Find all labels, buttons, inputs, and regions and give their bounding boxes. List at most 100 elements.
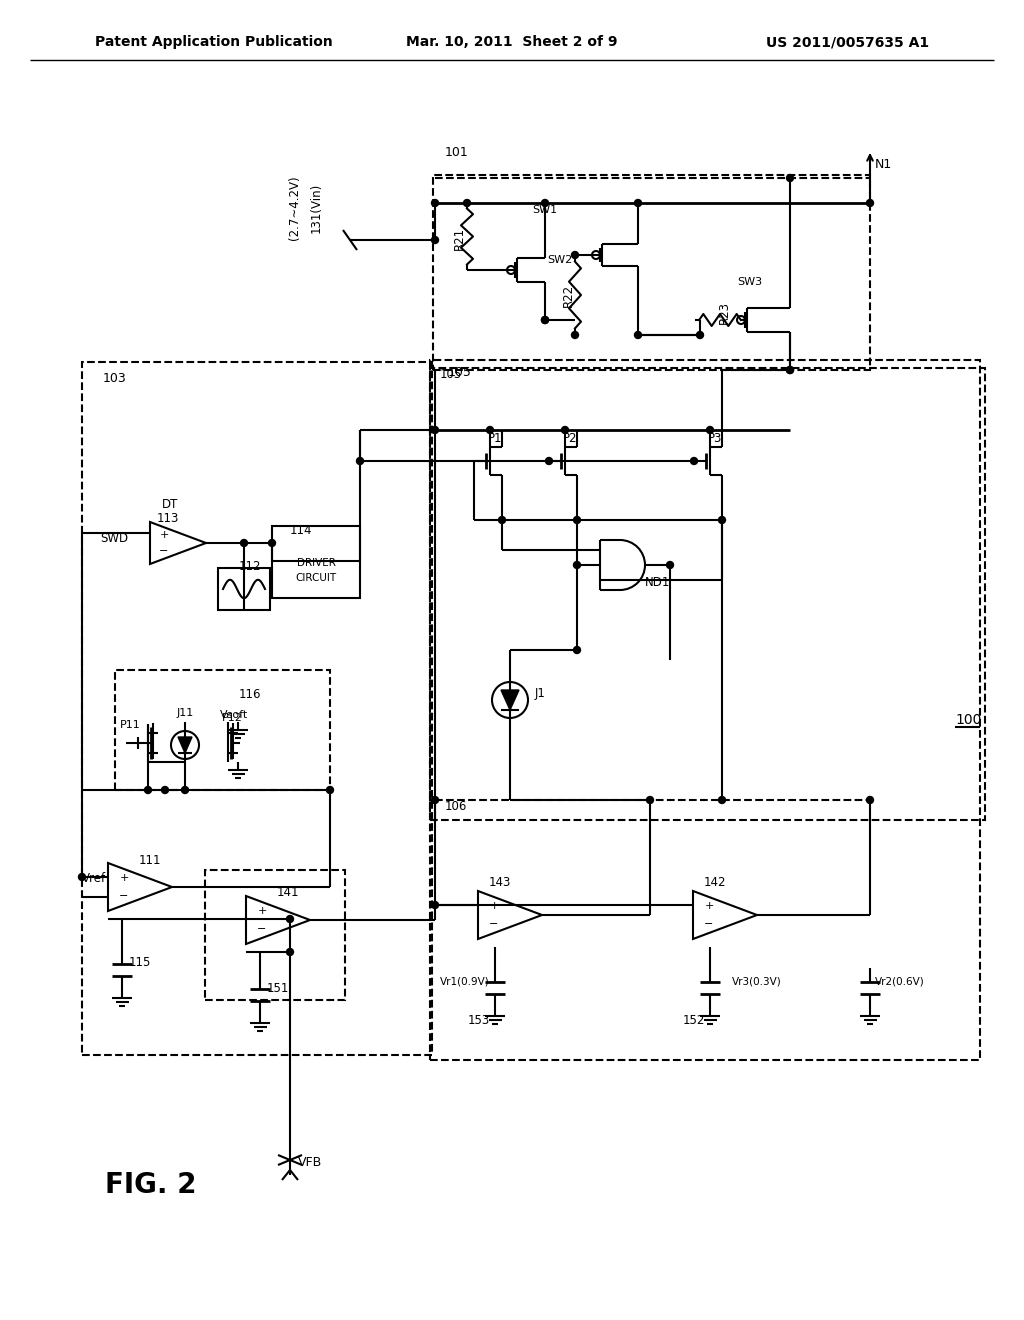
Text: N1: N1 [874, 158, 892, 172]
Text: US 2011/0057635 A1: US 2011/0057635 A1 [766, 36, 929, 49]
Text: +: + [705, 902, 714, 911]
Text: 106: 106 [445, 800, 467, 813]
Circle shape [646, 796, 653, 804]
Text: CIRCUIT: CIRCUIT [296, 573, 337, 583]
Circle shape [866, 199, 873, 206]
Text: Vref: Vref [82, 873, 106, 886]
Circle shape [287, 916, 294, 923]
Text: 131(Vin): 131(Vin) [309, 183, 323, 234]
Text: −: − [257, 924, 266, 935]
Circle shape [162, 787, 169, 793]
Text: 100: 100 [955, 713, 981, 727]
Circle shape [786, 367, 794, 374]
Circle shape [690, 458, 697, 465]
Circle shape [573, 647, 581, 653]
Text: +: + [257, 906, 266, 916]
Text: 101: 101 [445, 145, 469, 158]
Text: Vr1(0.9V): Vr1(0.9V) [440, 977, 490, 987]
Text: SW3: SW3 [737, 277, 763, 286]
Text: 103: 103 [103, 371, 127, 384]
Text: 116: 116 [239, 689, 261, 701]
Text: −: − [705, 919, 714, 929]
Text: 141: 141 [276, 887, 299, 899]
Text: R23: R23 [718, 301, 731, 325]
Text: +: + [489, 902, 499, 911]
Bar [430, 368, 985, 820]
Text: 115: 115 [129, 957, 152, 969]
Text: R21: R21 [453, 227, 466, 249]
Text: P11: P11 [120, 719, 140, 730]
Text: −: − [489, 919, 499, 929]
Circle shape [287, 949, 294, 956]
Circle shape [573, 561, 581, 569]
Text: Vr3(0.3V): Vr3(0.3V) [732, 977, 781, 987]
Circle shape [356, 458, 364, 465]
Circle shape [499, 516, 506, 524]
Circle shape [561, 426, 568, 433]
Circle shape [571, 331, 579, 338]
Text: −: − [120, 891, 129, 902]
Text: 142: 142 [703, 875, 726, 888]
Polygon shape [178, 737, 193, 752]
Circle shape [268, 540, 275, 546]
Text: 153: 153 [468, 1014, 490, 1027]
Text: 111: 111 [138, 854, 161, 866]
Circle shape [719, 516, 725, 524]
Text: P12: P12 [222, 713, 243, 723]
Circle shape [635, 199, 641, 206]
Circle shape [431, 199, 438, 206]
Bar [272, 525, 360, 598]
Text: FIG. 2: FIG. 2 [105, 1171, 197, 1199]
Text: (2.7∼4.2V): (2.7∼4.2V) [289, 176, 301, 240]
Bar [205, 870, 345, 1001]
Text: Mar. 10, 2011  Sheet 2 of 9: Mar. 10, 2011 Sheet 2 of 9 [407, 36, 617, 49]
Text: Vr2(0.6V): Vr2(0.6V) [874, 977, 925, 987]
Text: J11: J11 [176, 708, 194, 718]
Circle shape [542, 317, 549, 323]
Circle shape [486, 426, 494, 433]
Text: +: + [120, 873, 129, 883]
Text: −: − [160, 546, 169, 556]
Circle shape [719, 796, 725, 804]
Text: 152: 152 [683, 1014, 705, 1027]
Bar [430, 360, 980, 1060]
Text: ND1: ND1 [645, 577, 671, 590]
Circle shape [707, 426, 714, 433]
Text: 105: 105 [449, 366, 472, 379]
Text: 151: 151 [267, 982, 289, 994]
Text: P3: P3 [708, 432, 722, 445]
Text: Patent Application Publication: Patent Application Publication [95, 36, 333, 49]
Circle shape [241, 540, 248, 546]
Text: P2: P2 [563, 432, 578, 445]
Text: SW2: SW2 [548, 255, 572, 265]
Circle shape [431, 902, 438, 908]
Bar [115, 671, 330, 789]
Text: VFB: VFB [298, 1155, 323, 1168]
Circle shape [635, 331, 641, 338]
Circle shape [79, 874, 85, 880]
Circle shape [181, 787, 188, 793]
Text: 114: 114 [290, 524, 312, 536]
Polygon shape [501, 690, 519, 710]
Circle shape [431, 796, 438, 804]
Bar [218, 568, 270, 610]
Circle shape [571, 252, 579, 259]
Circle shape [431, 426, 438, 433]
Circle shape [464, 199, 470, 206]
Bar [82, 362, 432, 1055]
Circle shape [327, 787, 334, 793]
Text: SWD: SWD [100, 532, 128, 544]
Circle shape [786, 367, 794, 374]
Circle shape [431, 236, 438, 243]
Circle shape [144, 787, 152, 793]
Text: SW1: SW1 [532, 205, 557, 215]
Circle shape [696, 331, 703, 338]
Text: Vsoft: Vsoft [220, 710, 248, 719]
Bar [433, 176, 870, 370]
Text: R22: R22 [562, 284, 575, 306]
Text: J1: J1 [535, 686, 546, 700]
Circle shape [546, 458, 553, 465]
Text: P1: P1 [487, 432, 502, 445]
Text: +: + [160, 531, 169, 540]
Text: 105: 105 [440, 368, 462, 381]
